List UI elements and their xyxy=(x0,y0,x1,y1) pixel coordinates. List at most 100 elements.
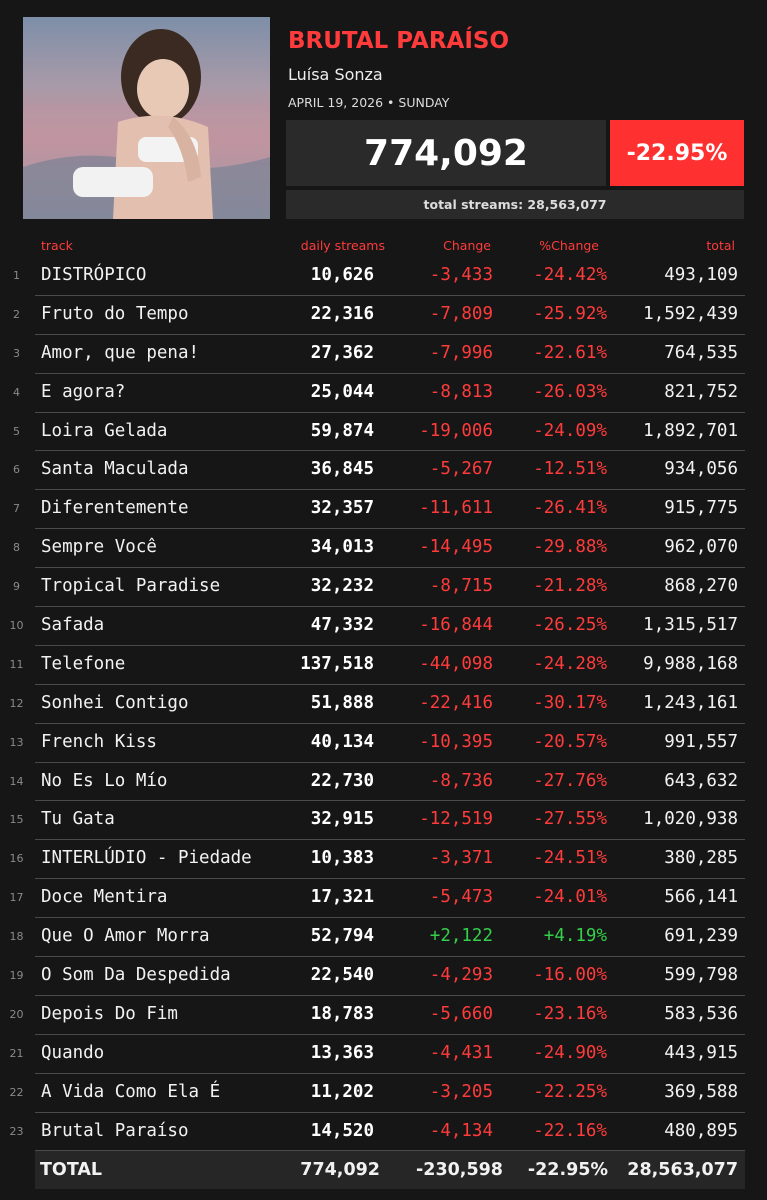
track-table: 1 DISTRÓPICO 10,626 -3,433 -24.42% 493,109 2 Fr… xyxy=(0,257,767,1152)
row-divider xyxy=(35,956,745,958)
table-row: 15 Tu Gata 32,915 -12,519 -27.55% 1,020,938 xyxy=(0,801,767,841)
rank-number: 7 xyxy=(13,502,20,516)
daily-streams: 14,520 xyxy=(310,1120,374,1141)
row-divider xyxy=(35,839,745,841)
table-row: 9 Tropical Paradise 32,232 -8,715 -21.28% 868… xyxy=(0,568,767,608)
total-streams: 380,285 xyxy=(664,848,738,869)
track-name: A Vida Como Ela É xyxy=(41,1081,221,1102)
pct-change-value: -24.42% xyxy=(533,265,607,285)
change-value: -5,473 xyxy=(429,887,493,908)
daily-streams: 11,202 xyxy=(310,1081,374,1102)
row-divider xyxy=(35,567,745,569)
row-divider xyxy=(35,683,745,685)
daily-streams: 52,794 xyxy=(310,926,374,947)
totals-row: TOTAL 774,092 -230,598 -22.95% 28,563,07… xyxy=(35,1151,745,1189)
pct-change-value: -24.28% xyxy=(533,653,607,674)
track-name: Sempre Você xyxy=(41,537,157,558)
pct-change-value: -27.55% xyxy=(533,809,607,830)
change-value: -7,996 xyxy=(429,342,493,363)
total-streams: 443,915 xyxy=(664,1042,738,1063)
rank-number: 3 xyxy=(13,346,20,360)
total-streams: 583,536 xyxy=(664,1003,738,1024)
total-streams: 962,070 xyxy=(664,537,738,558)
row-divider xyxy=(35,917,745,919)
total-streams: 915,775 xyxy=(664,498,738,519)
total-streams: 1,892,701 xyxy=(643,420,738,441)
daily-streams: 51,888 xyxy=(310,692,374,713)
change-value: +2,122 xyxy=(429,926,493,947)
total-streams: 566,141 xyxy=(664,887,738,908)
pct-change-value: -21.28% xyxy=(533,576,607,597)
daily-streams: 40,134 xyxy=(310,731,374,752)
daily-streams: 32,232 xyxy=(310,576,374,597)
change-value: -5,660 xyxy=(429,1003,493,1024)
row-divider xyxy=(35,1072,745,1074)
pct-change-value: -22.95% xyxy=(626,140,728,166)
table-row: 11 Telefone 137,518 -44,098 -24.28% 9,988,168 xyxy=(0,646,767,685)
rank-number: 19 xyxy=(9,969,24,983)
rank-number: 13 xyxy=(9,735,24,749)
pct-change-value: -30.17% xyxy=(533,692,607,713)
daily-streams: 27,362 xyxy=(310,342,374,363)
track-name: Amor, que pena! xyxy=(41,342,200,363)
row-divider xyxy=(35,644,745,646)
daily-streams: 137,518 xyxy=(300,653,374,674)
change-value: -8,813 xyxy=(429,381,493,402)
pct-change-value: -25.92% xyxy=(533,303,607,324)
pct-change-value: -26.25% xyxy=(533,615,607,636)
table-row: 10 Safada 47,332 -16,844 -26.25% 1,315,517 xyxy=(0,607,767,646)
rank-number: 17 xyxy=(9,891,24,905)
daily-streams: 59,874 xyxy=(310,420,374,441)
totals-total: 28,563,077 xyxy=(627,1160,738,1180)
row-divider xyxy=(35,761,745,763)
table-row: 21 Quando 13,363 -4,431 -24.90% 443,915 xyxy=(0,1035,767,1074)
daily-streams: 32,357 xyxy=(310,498,374,519)
row-divider xyxy=(35,528,745,530)
pct-change-value: -16.00% xyxy=(533,965,607,986)
row-divider xyxy=(35,800,745,802)
change-value: -4,293 xyxy=(429,965,493,986)
row-divider xyxy=(35,333,745,335)
change-value: -14,495 xyxy=(419,537,493,558)
table-row: 13 French Kiss 40,134 -10,395 -20.57% 991,557 xyxy=(0,724,767,763)
change-value: -10,395 xyxy=(419,731,493,752)
total-streams: 493,109 xyxy=(664,265,738,285)
change-value: -16,844 xyxy=(419,615,493,636)
pct-change-value: -27.76% xyxy=(533,770,607,791)
pct-change-value: -24.01% xyxy=(533,887,607,908)
row-divider xyxy=(35,606,745,608)
table-row: 7 Diferentemente 32,357 -11,611 -26.41% 915,7… xyxy=(0,490,767,530)
track-name: Fruto do Tempo xyxy=(41,303,189,324)
table-row: 1 DISTRÓPICO 10,626 -3,433 -24.42% 493,109 xyxy=(0,257,767,296)
track-name: Santa Maculada xyxy=(41,459,189,480)
table-row: 2 Fruto do Tempo 22,316 -7,809 -25.92% 1,592,… xyxy=(0,296,767,335)
rank-number: 8 xyxy=(13,541,20,555)
artist-name: Luísa Sonza xyxy=(288,65,383,84)
rank-number: 20 xyxy=(9,1007,24,1021)
track-name: INTERLÚDIO - Piedade xyxy=(41,848,252,869)
track-name: Brutal Paraíso xyxy=(41,1120,189,1141)
track-name: Loira Gelada xyxy=(41,420,168,441)
total-streams: 764,535 xyxy=(664,342,738,363)
pct-change-value: -24.51% xyxy=(533,848,607,869)
rank-number: 21 xyxy=(9,1046,24,1060)
table-row: 6 Santa Maculada 36,845 -5,267 -12.51% 934,05… xyxy=(0,451,767,491)
table-row: 18 Que O Amor Morra 52,794 +2,122 +4.19% 691,… xyxy=(0,918,767,958)
track-name: Safada xyxy=(41,615,105,636)
table-header: track daily streams Change %Change total xyxy=(0,236,767,256)
daily-total-value: 774,092 xyxy=(364,132,528,174)
total-streams: 599,798 xyxy=(664,965,738,986)
rank-number: 18 xyxy=(9,930,24,944)
table-row: 20 Depois Do Fim 18,783 -5,660 -23.16% 583,53… xyxy=(0,996,767,1035)
pct-change-value: -24.09% xyxy=(533,420,607,441)
table-row: 14 No Es Lo Mío 22,730 -8,736 -27.76% 643,632 xyxy=(0,763,767,802)
table-row: 4 E agora? 25,044 -8,813 -26.03% 821,752 xyxy=(0,374,767,413)
album-title: BRUTAL PARAÍSO xyxy=(288,28,510,54)
rank-number: 1 xyxy=(13,269,20,282)
table-row: 19 O Som Da Despedida 22,540 -4,293 -16.00% 5… xyxy=(0,957,767,996)
change-value: -12,519 xyxy=(419,809,493,830)
header-total: total xyxy=(706,238,735,253)
rank-number: 6 xyxy=(13,463,20,477)
change-value: -4,134 xyxy=(429,1120,493,1141)
row-divider xyxy=(35,878,745,880)
